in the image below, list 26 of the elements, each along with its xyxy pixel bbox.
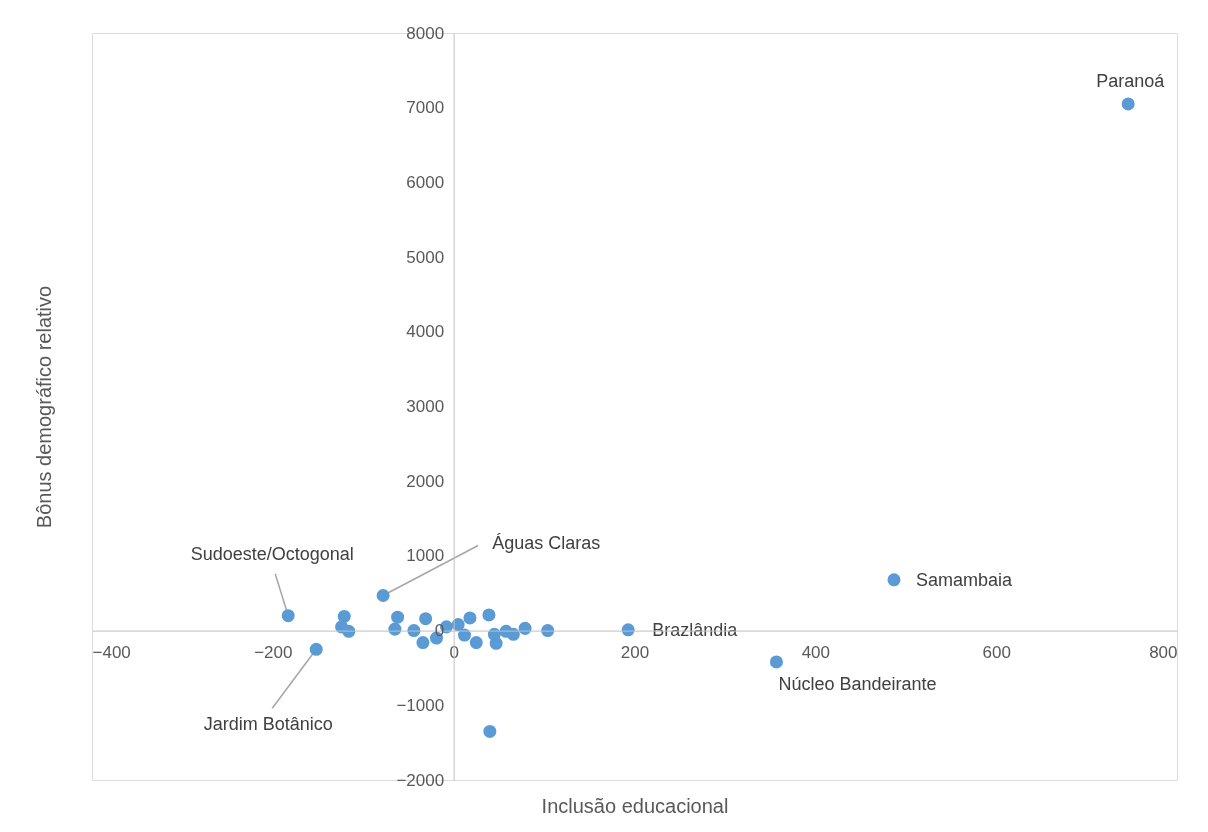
y-tick-label: 1000 <box>406 546 445 566</box>
y-tick-label: 7000 <box>406 98 445 118</box>
x-axis-title: Inclusão educacional <box>541 794 729 817</box>
y-tick-label: 3000 <box>406 397 445 416</box>
annotation: Paranoá <box>1096 70 1166 91</box>
annotation: Águas Claras <box>492 533 601 554</box>
y-tick-label: 6000 <box>406 172 445 192</box>
annotation: Núcleo Bandeirante <box>778 673 937 694</box>
x-tick-label: 400 <box>801 643 831 663</box>
x-tick-label: −200 <box>254 643 293 663</box>
y-tick-label: 4000 <box>406 322 445 342</box>
x-tick-label: −400 <box>92 643 131 663</box>
y-tick-label: 5000 <box>406 247 445 267</box>
x-tick-label: 600 <box>982 643 1011 663</box>
x-tick-label: 0 <box>449 643 459 663</box>
x-tick-label: 200 <box>620 643 650 663</box>
y-tick-label: −2000 <box>396 770 445 790</box>
y-tick-label: 8000 <box>406 23 445 43</box>
y-tick-label: −1000 <box>396 695 445 715</box>
x-tick-label: 800 <box>1149 643 1178 663</box>
annotation: Brazlândia <box>652 619 739 640</box>
y-axis-title: Bônus demográfico relativo <box>32 285 55 529</box>
y-tick-label: 2000 <box>406 471 445 491</box>
annotation: Samambaia <box>916 569 1014 590</box>
annotation: Sudoeste/Octogonal <box>190 543 354 564</box>
annotation: Jardim Botânico <box>203 714 333 735</box>
